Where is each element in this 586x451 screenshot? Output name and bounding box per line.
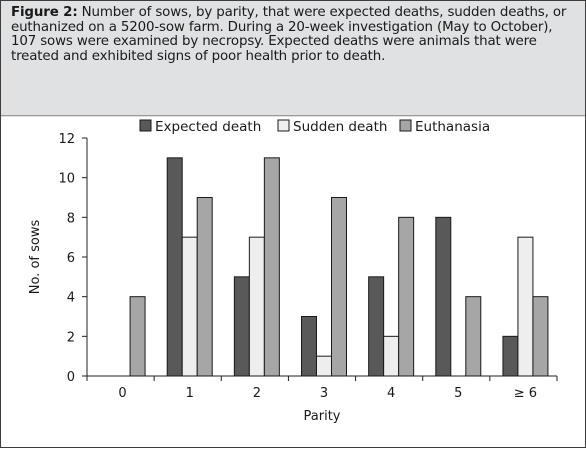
chart-panel: 0 2 4 6 8 10 12 No. of sows 0 1 2 3 4 5 ≥ 6 Parity Expec… — [1, 117, 585, 447]
legend-label: Sudden death — [293, 119, 387, 135]
y-tick-label: 10 — [58, 172, 75, 187]
bar-sudden-death — [383, 335, 400, 377]
bar-expected-death — [166, 157, 183, 377]
bar-sudden-death — [248, 236, 265, 377]
caption-text: Number of sows, by parity, that were exp… — [11, 5, 567, 64]
y-tick-label: 2 — [67, 330, 75, 345]
bar-euthanasia — [331, 197, 347, 377]
x-tick-label: 5 — [454, 386, 462, 401]
y-tick-label: 12 — [58, 132, 75, 147]
figure-caption: Figure 2: Number of sows, by parity, tha… — [1, 1, 585, 64]
x-axis-title: Parity — [304, 409, 341, 424]
legend-swatch — [139, 119, 152, 132]
bar-sudden-death — [517, 236, 534, 377]
x-tick-label: 1 — [186, 386, 194, 401]
bar-euthanasia — [196, 197, 213, 377]
legend-label: Euthanasia — [415, 119, 490, 135]
legend-label: Expected death — [155, 119, 261, 135]
bar-expected-death — [233, 276, 250, 377]
y-tick-label: 6 — [67, 251, 75, 266]
y-axis-title: No. of sows — [28, 220, 43, 295]
bar-expected-death — [502, 335, 519, 377]
x-tick-label: 3 — [320, 386, 328, 401]
legend-swatch — [277, 119, 290, 132]
bar-expected-death — [301, 316, 317, 377]
bar-expected-death — [435, 216, 452, 377]
bar-euthanasia — [532, 296, 549, 377]
figure-label: Figure 2: — [11, 5, 78, 20]
bar-sudden-death — [181, 236, 198, 377]
x-tick-label: ≥ 6 — [514, 386, 537, 401]
bar-euthanasia — [129, 296, 146, 377]
y-tick-label: 4 — [67, 291, 75, 306]
x-tick-label: 4 — [387, 386, 395, 401]
y-tick-label: 0 — [67, 370, 75, 385]
legend-swatch — [399, 119, 412, 132]
y-tick-label: 8 — [67, 211, 75, 226]
x-tick-label: 2 — [253, 386, 261, 401]
bar-sudden-death — [316, 355, 332, 377]
bar-euthanasia — [263, 157, 280, 377]
bar-euthanasia — [465, 296, 482, 377]
caption-divider — [1, 115, 585, 116]
x-tick-label: 0 — [118, 386, 126, 401]
bar-euthanasia — [398, 216, 415, 377]
bar-expected-death — [368, 276, 385, 377]
